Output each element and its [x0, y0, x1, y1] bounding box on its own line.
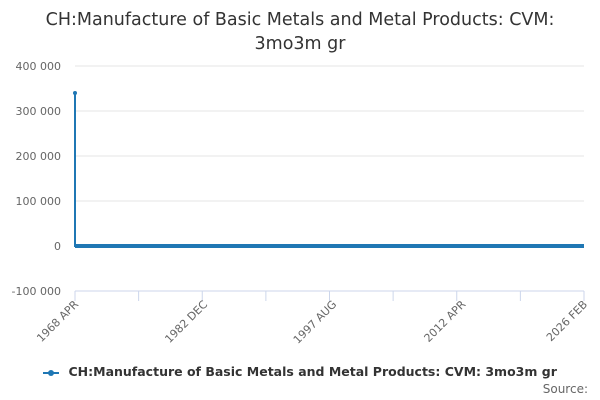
- x-axis: [74, 290, 585, 301]
- chart-title: CH:Manufacture of Basic Metals and Metal…: [0, 8, 600, 56]
- data-point[interactable]: [73, 91, 77, 95]
- source-label: Source:: [542, 382, 588, 396]
- legend[interactable]: CH:Manufacture of Basic Metals and Metal…: [0, 364, 600, 379]
- y-tick-label: 100 000: [16, 195, 62, 208]
- chart-title-line-2: 3mo3m gr: [254, 34, 346, 54]
- x-tick-label: 1982 DEC: [162, 298, 210, 346]
- grid-lines: [75, 65, 584, 292]
- chart-title-line-1: CH:Manufacture of Basic Metals and Metal…: [45, 10, 555, 30]
- y-tick-label: 300 000: [16, 105, 62, 118]
- y-axis-tick-labels: 400 000 300 000 200 000 100 000 0 -100 000: [12, 60, 61, 298]
- x-tick-label: 2026 FEB: [544, 298, 590, 344]
- x-tick-label: 1997 AUG: [291, 298, 340, 347]
- legend-series-label: CH:Manufacture of Basic Metals and Metal…: [68, 364, 557, 379]
- plot-area: [73, 91, 584, 248]
- legend-line-marker-icon: [43, 367, 60, 379]
- y-tick-label: 0: [54, 240, 61, 253]
- y-tick-label: -100 000: [12, 285, 61, 298]
- x-axis-tick-labels: 1968 APR 1982 DEC 1997 AUG 2012 APR 2026 FEB: [34, 298, 590, 347]
- y-tick-label: 400 000: [16, 60, 62, 73]
- y-tick-label: 200 000: [16, 150, 62, 163]
- series-line: [74, 93, 584, 247]
- x-tick-label: 2012 APR: [421, 298, 468, 345]
- x-tick-label: 1968 APR: [34, 298, 81, 345]
